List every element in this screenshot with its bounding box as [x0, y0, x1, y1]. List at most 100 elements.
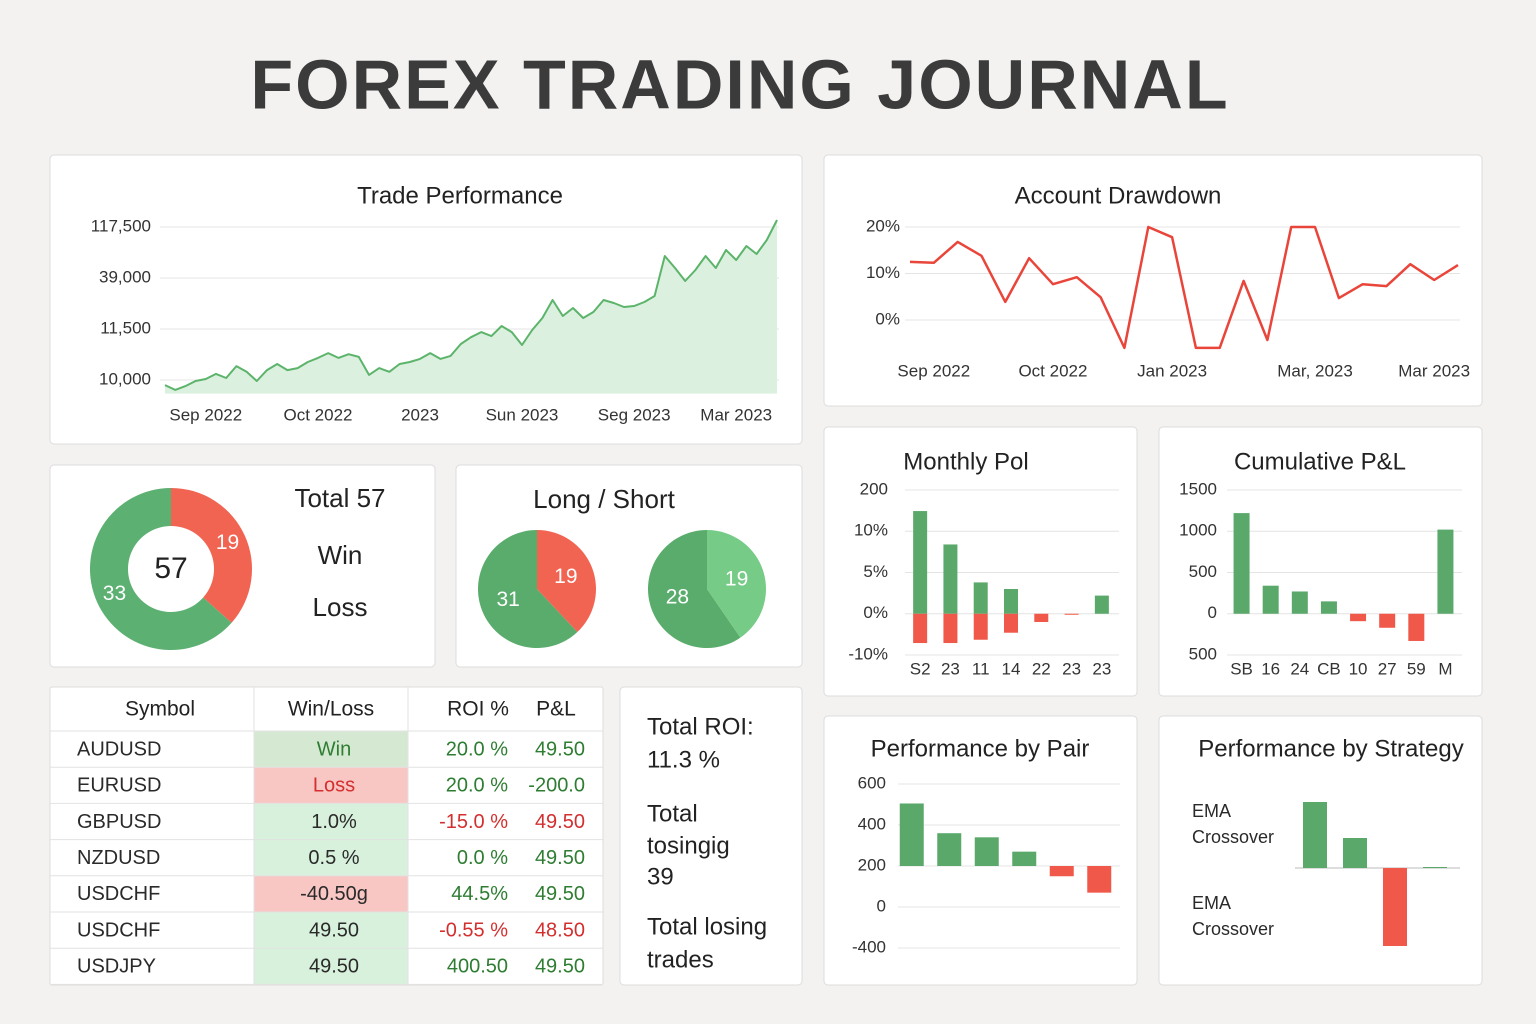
slice — [537, 530, 596, 633]
table-cell: 49.50 — [535, 811, 585, 833]
table-cell: 49.50 — [309, 919, 359, 941]
card — [823, 426, 1138, 697]
slice — [707, 530, 766, 638]
summary-text: Total — [647, 800, 698, 827]
slice-label: 31 — [496, 588, 519, 611]
card — [619, 686, 803, 986]
table-header: Win/Loss — [288, 698, 374, 721]
x-tick-label: Sun 2023 — [486, 405, 559, 424]
bar — [1291, 591, 1308, 614]
line — [164, 219, 778, 391]
x-tick-label: Oct 2022 — [1018, 361, 1087, 380]
table-cell: 400.50 — [447, 956, 508, 978]
bar — [943, 613, 958, 644]
table-cell: GBPUSD — [77, 811, 161, 833]
x-tick-label: S2 — [910, 659, 931, 678]
donut-annotation: Total 57 — [294, 483, 385, 513]
bar — [1379, 613, 1396, 628]
table-cell: 49.50 — [535, 956, 585, 978]
bar — [1094, 595, 1109, 614]
donut-annotation: Win — [318, 540, 363, 570]
cell-bg — [254, 839, 408, 876]
strategy-label: EMA Crossover — [1192, 893, 1275, 939]
y-tick-label: 20% — [866, 216, 900, 235]
table-cell: 20.0 % — [446, 775, 508, 797]
table-header: Symbol — [125, 698, 195, 721]
slice-label: 19 — [554, 565, 577, 588]
bar — [1004, 613, 1018, 633]
table-cell: -40.50g — [300, 883, 368, 905]
bar — [974, 837, 999, 866]
x-tick-label: Jan 2023 — [1137, 361, 1207, 380]
cell-bg — [254, 803, 408, 840]
slice — [171, 488, 252, 623]
slice — [478, 530, 578, 648]
x-tick-label: 14 — [1002, 659, 1021, 678]
bar — [1423, 867, 1447, 868]
table-cell: 44.5% — [451, 883, 508, 905]
bar — [973, 613, 988, 640]
x-tick-label: M — [1438, 659, 1452, 678]
y-tick-label: 500 — [1189, 562, 1217, 581]
table-cell: 0.5 % — [308, 847, 359, 869]
page-title: FOREX TRADING JOURNAL — [250, 45, 1229, 123]
bar — [1004, 589, 1018, 614]
y-tick-label: 500 — [1189, 644, 1217, 663]
chart-title: Monthly Pol — [903, 448, 1028, 475]
x-tick-label: SB — [1230, 659, 1253, 678]
chart-title: Long / Short — [533, 484, 675, 514]
y-tick-label: 200 — [858, 855, 886, 874]
table-cell: -0.55 % — [439, 919, 508, 941]
bar — [899, 803, 924, 866]
bar — [943, 544, 958, 614]
cell-bg — [254, 948, 408, 985]
table-cell: 1.0% — [311, 811, 357, 833]
x-tick-label: Oct 2022 — [284, 405, 353, 424]
bar — [1233, 513, 1250, 614]
table-cell: 20.0 % — [446, 738, 508, 760]
x-tick-label: Sep 2022 — [897, 361, 970, 380]
x-tick-label: 2023 — [401, 405, 439, 424]
bar — [1262, 585, 1279, 614]
x-tick-label: 22 — [1032, 659, 1051, 678]
summary-text: Total losing — [647, 913, 767, 940]
bar — [913, 511, 928, 614]
y-tick-label: 10% — [854, 521, 888, 540]
summary-text: tosingig — [647, 832, 730, 859]
bar — [1383, 868, 1407, 946]
x-tick-label: Mar 2023 — [1398, 361, 1470, 380]
bar — [1408, 613, 1425, 641]
x-tick-label: 10 — [1349, 659, 1368, 678]
x-tick-label: 23 — [1092, 659, 1111, 678]
x-tick-label: 23 — [941, 659, 960, 678]
y-tick-label: 39,000 — [99, 267, 151, 286]
table-cell: -15.0 % — [439, 811, 508, 833]
y-tick-label: 10,000 — [99, 369, 151, 388]
donut-total: 57 — [154, 552, 187, 585]
summary-text: 39 — [647, 863, 674, 890]
table-cell: -200.0 — [528, 775, 585, 797]
chart-title: Cumulative P&L — [1234, 448, 1406, 475]
y-tick-label: 0 — [877, 896, 886, 915]
x-tick-label: 24 — [1290, 659, 1309, 678]
x-tick-label: 27 — [1378, 659, 1397, 678]
y-tick-label: -400 — [852, 937, 886, 956]
bar — [1064, 613, 1079, 615]
table-cell: NZDUSD — [77, 847, 160, 869]
x-tick-label: 23 — [1062, 659, 1081, 678]
summary-text: 11.3 % — [647, 746, 720, 773]
table-header: P&L — [536, 698, 576, 721]
chart-title: Performance by Strategy — [1198, 735, 1463, 762]
cell-bg — [254, 875, 408, 912]
x-tick-label: CB — [1317, 659, 1341, 678]
y-tick-label: -10% — [848, 644, 888, 663]
table-cell: 49.50 — [535, 847, 585, 869]
y-tick-label: 1500 — [1179, 479, 1217, 498]
x-tick-label: Seg 2023 — [598, 405, 671, 424]
strategy-label: EMA Crossover — [1192, 801, 1275, 847]
bar — [1012, 851, 1037, 866]
y-tick-label: 0% — [875, 309, 900, 328]
table-header: ROI % — [447, 698, 509, 721]
